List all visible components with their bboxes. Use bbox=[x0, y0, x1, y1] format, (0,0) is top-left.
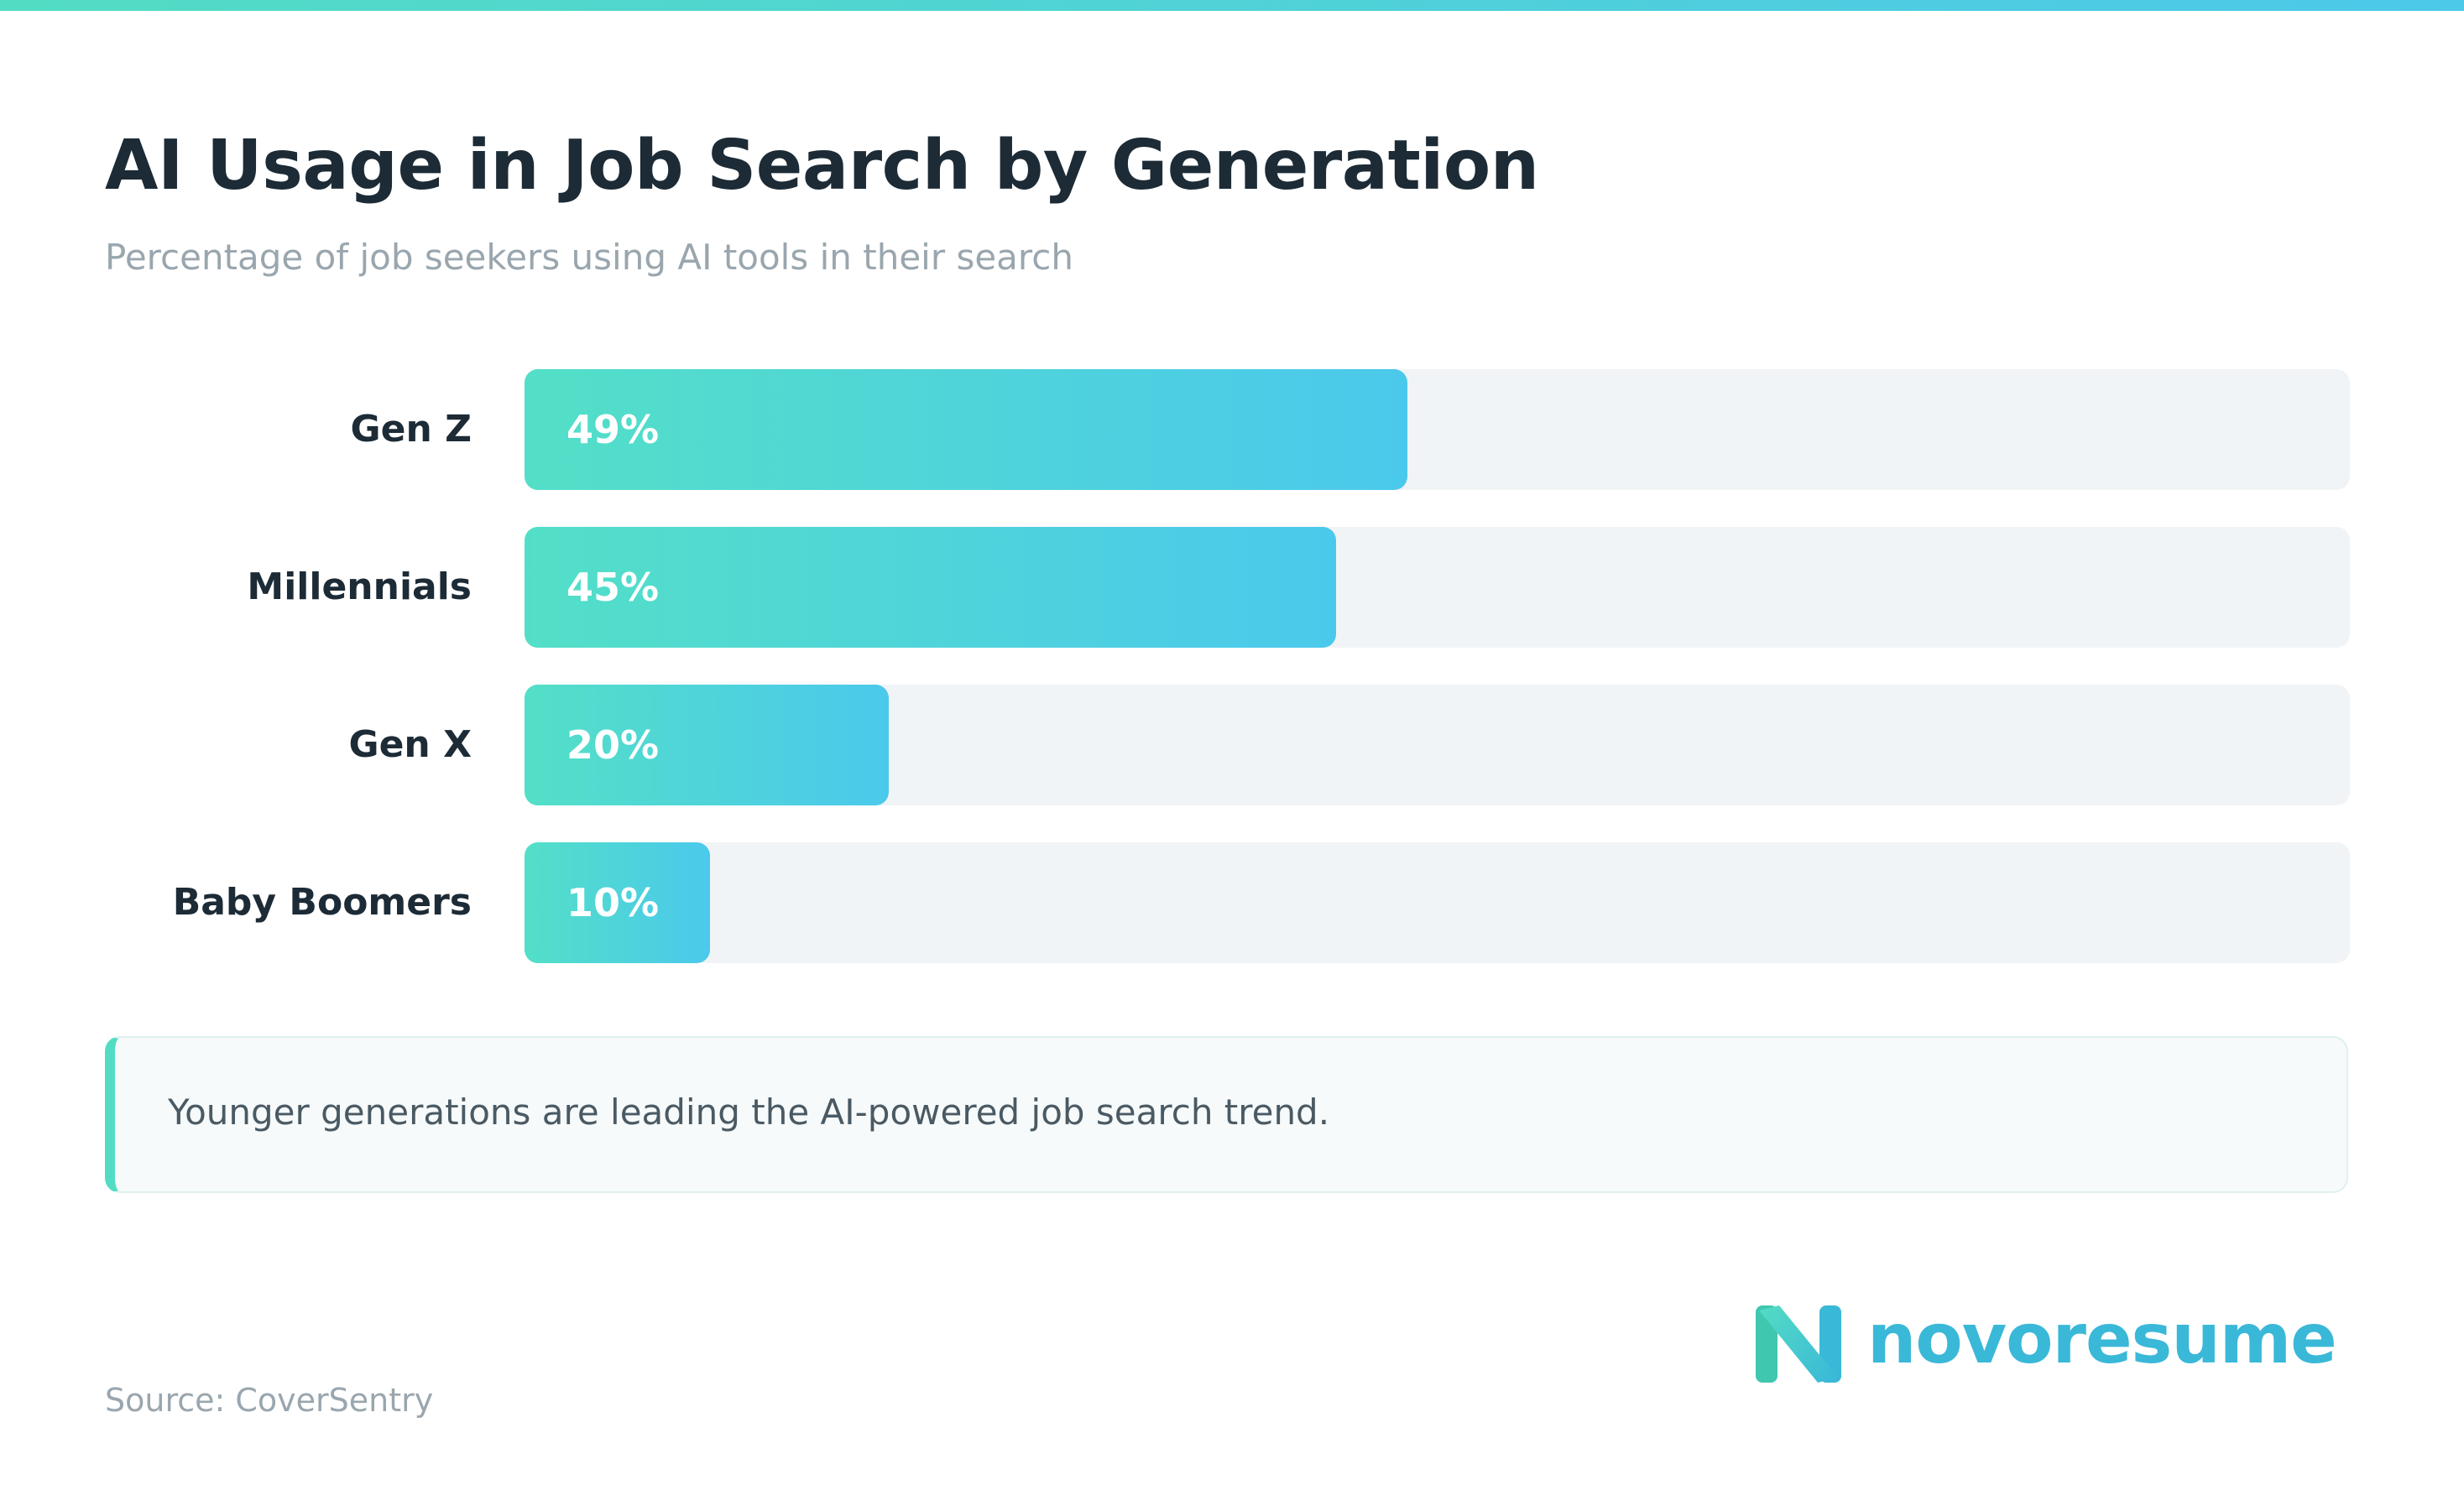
source-note: Source: CoverSentry bbox=[105, 1382, 434, 1419]
category-label-millennials: Millennials bbox=[247, 565, 472, 608]
brand-logo: novoresume bbox=[1754, 1302, 2358, 1386]
value-label-baby-boomers: 10% bbox=[566, 880, 660, 925]
n-logo-icon bbox=[1756, 1305, 1841, 1383]
bar-track-baby-boomers bbox=[525, 842, 2350, 963]
value-label-millennials: 45% bbox=[566, 565, 660, 610]
brand-name: novoresume bbox=[1867, 1300, 2337, 1379]
bar-baby-boomers bbox=[525, 842, 710, 963]
category-label-gen-z: Gen Z bbox=[350, 408, 472, 451]
page-title: AI Usage in Job Search by Generation bbox=[105, 126, 1539, 206]
bar-millennials bbox=[525, 527, 1336, 648]
page-subtitle: Percentage of job seekers using AI tools… bbox=[105, 237, 1073, 278]
insight-text: Younger generations are leading the AI-p… bbox=[168, 1092, 1330, 1133]
value-label-gen-x: 20% bbox=[566, 722, 660, 768]
insight-callout bbox=[105, 1036, 2348, 1193]
bar-gen-z bbox=[525, 369, 1407, 490]
category-label-baby-boomers: Baby Boomers bbox=[172, 881, 472, 924]
value-label-gen-z: 49% bbox=[566, 407, 660, 452]
bar-gen-x bbox=[525, 685, 889, 805]
top-accent-stripe bbox=[0, 0, 2464, 11]
category-label-gen-x: Gen X bbox=[348, 723, 472, 766]
